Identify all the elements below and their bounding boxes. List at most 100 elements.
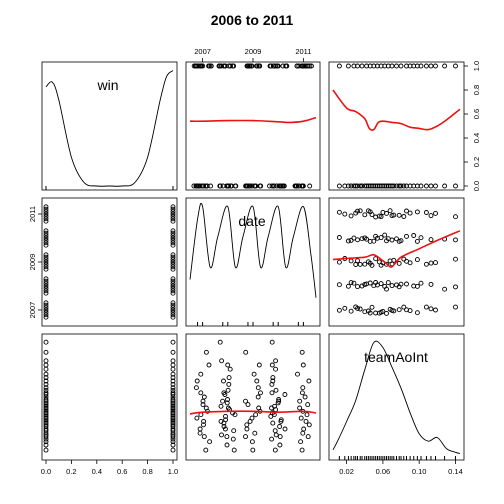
panel-date-win (41, 197, 178, 327)
point-teamAoInt-date (300, 362, 306, 368)
point-date-win (43, 266, 49, 272)
density-curve-date (189, 202, 317, 298)
point-teamAoInt-date (198, 412, 204, 418)
point-win-teamAoInt (336, 183, 342, 189)
point-date-teamAoInt (342, 211, 348, 217)
point-teamAoInt-date (272, 447, 278, 453)
point-date-teamAoInt (398, 281, 404, 287)
point-teamAoInt-date (222, 426, 228, 432)
point-date-teamAoInt (401, 304, 407, 310)
point-date-teamAoInt (387, 208, 393, 214)
point-teamAoInt-date (298, 415, 304, 421)
point-teamAoInt-date (299, 349, 305, 355)
point-teamAoInt-win (43, 362, 49, 368)
density-curve-win (45, 70, 174, 187)
point-teamAoInt-date (201, 394, 207, 400)
point-date-teamAoInt (348, 258, 354, 264)
point-teamAoInt-win (170, 366, 176, 372)
point-date-win (170, 264, 176, 270)
point-teamAoInt-win (170, 390, 176, 396)
point-date-teamAoInt (414, 257, 420, 263)
point-date-win (170, 302, 176, 308)
tick-label-win: 1.0 (472, 61, 481, 71)
point-win-teamAoInt (345, 183, 351, 189)
point-teamAoInt-date (249, 415, 255, 421)
point-teamAoInt-win (170, 400, 176, 406)
point-date-win (170, 314, 176, 320)
point-date-teamAoInt (378, 235, 384, 241)
point-teamAoInt-date (244, 422, 250, 428)
point-win-teamAoInt (394, 183, 399, 189)
point-teamAoInt-win (43, 366, 49, 372)
point-teamAoInt-win (43, 402, 49, 408)
point-date-teamAoInt (391, 212, 397, 218)
point-teamAoInt-date (223, 417, 229, 423)
point-date-win (43, 254, 49, 260)
point-teamAoInt-date (219, 358, 225, 364)
point-date-win (43, 230, 49, 236)
point-date-win (170, 283, 176, 289)
point-win-teamAoInt (453, 63, 458, 69)
point-date-teamAoInt (362, 261, 368, 267)
point-teamAoInt-date (278, 417, 284, 423)
point-date-win (43, 259, 49, 265)
point-teamAoInt-date (269, 339, 275, 345)
point-teamAoInt-date (269, 362, 275, 368)
point-win-teamAoInt (418, 183, 424, 189)
variable-label-date: date (238, 213, 265, 229)
point-date-win (170, 285, 176, 291)
point-win-date (299, 183, 305, 189)
point-date-win (170, 276, 176, 282)
point-teamAoInt-date (225, 397, 230, 402)
point-date-teamAoInt (398, 238, 404, 244)
point-teamAoInt-win (43, 403, 49, 409)
point-date-win (43, 302, 49, 308)
point-teamAoInt-date (276, 397, 282, 402)
point-date-teamAoInt (362, 212, 368, 218)
variable-label-teamAoInt: teamAoInt (364, 349, 428, 365)
point-teamAoInt-win (43, 358, 49, 364)
point-date-win (170, 233, 176, 239)
chart-marks: 2007 2009 2011 0.0 0.2 0.4 0.6 0.8 1.0 2007 2009 20… (28, 47, 481, 476)
point-teamAoInt-date (245, 402, 251, 408)
point-win-date (222, 63, 228, 69)
point-date-win (43, 206, 49, 212)
point-teamAoInt-date (249, 439, 255, 445)
point-teamAoInt-win (170, 349, 176, 355)
point-date-teamAoInt (348, 213, 354, 219)
point-date-teamAoInt (345, 283, 351, 289)
point-teamAoInt-win (43, 415, 49, 421)
point-win-teamAoInt (418, 63, 424, 69)
point-teamAoInt-date (207, 439, 213, 445)
tick-label-win: 1.0 (168, 467, 178, 476)
tick-label-win: 0.6 (472, 109, 481, 119)
point-win-teamAoInt (398, 63, 404, 69)
point-win-date (228, 63, 233, 69)
point-date-win (43, 290, 49, 296)
point-teamAoInt-win (170, 434, 176, 440)
point-date-teamAoInt (385, 280, 391, 286)
point-teamAoInt-date (243, 349, 249, 355)
point-teamAoInt-date (305, 434, 311, 440)
point-date-win (43, 288, 49, 294)
point-date-teamAoInt (336, 282, 342, 288)
point-date-teamAoInt (357, 306, 363, 312)
point-teamAoInt-date (273, 366, 279, 372)
point-date-win (43, 309, 49, 315)
point-win-date (246, 183, 252, 189)
point-teamAoInt-win (170, 413, 176, 419)
point-win-date (295, 183, 301, 189)
point-date-win (43, 242, 49, 248)
point-date-win (43, 211, 49, 217)
point-date-teamAoInt (351, 280, 357, 286)
point-teamAoInt-win (43, 407, 49, 413)
point-date-teamAoInt (345, 238, 351, 244)
point-win-teamAoInt (336, 63, 342, 69)
point-date-win (170, 216, 176, 222)
point-win-date (268, 63, 274, 69)
point-date-teamAoInt (428, 281, 434, 287)
point-date-teamAoInt (423, 261, 429, 267)
point-win-date (193, 63, 199, 69)
point-date-teamAoInt (364, 236, 370, 242)
